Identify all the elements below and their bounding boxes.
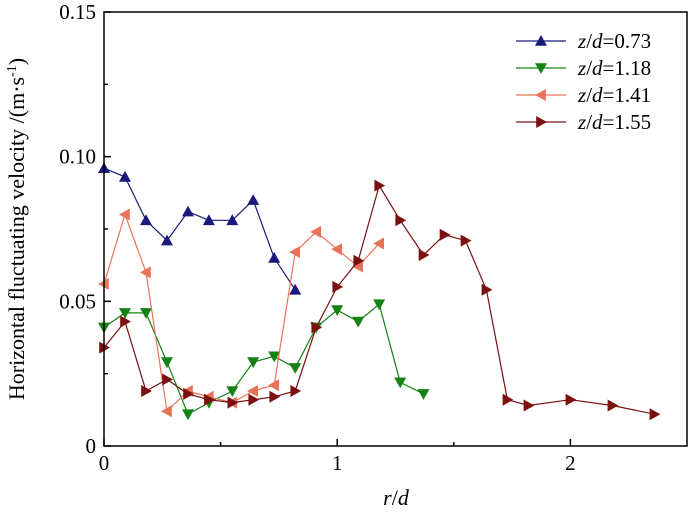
data-point (331, 243, 342, 256)
data-point (502, 393, 514, 406)
data-point (394, 377, 407, 389)
legend-item: z/d=0.73 (516, 29, 651, 53)
legend-label: z/d=1.18 (577, 56, 651, 80)
data-point (248, 393, 260, 406)
data-point (395, 214, 407, 227)
legend-marker (535, 35, 547, 46)
data-point (183, 387, 194, 400)
data-point (119, 208, 130, 221)
legend-marker (536, 116, 547, 128)
series-2 (98, 299, 430, 421)
data-point (268, 351, 281, 363)
data-point (247, 357, 260, 369)
data-point (161, 357, 173, 369)
legend-item: z/d=1.41 (516, 83, 651, 107)
y-tick-label: 0.05 (59, 289, 96, 313)
data-point (226, 386, 239, 397)
data-point (373, 237, 384, 250)
data-point (161, 405, 172, 418)
series-line (103, 212, 380, 413)
data-point (607, 399, 619, 412)
data-point (268, 379, 279, 392)
legend-label: z/d=1.55 (577, 110, 651, 134)
data-point (227, 396, 239, 409)
legend-label: z/d=0.73 (577, 29, 651, 53)
y-tick-label: 0.15 (59, 0, 96, 24)
series-layer (98, 162, 661, 421)
data-point (331, 305, 344, 316)
x-tick-label: 1 (332, 451, 343, 475)
y-axis-title: Horizontal fluctuating velocity /(m·s-1) (4, 58, 29, 400)
data-point (311, 321, 323, 334)
data-point (290, 385, 302, 397)
data-point (374, 179, 386, 192)
x-axis-title: r/d (383, 485, 410, 510)
data-point (373, 299, 386, 311)
data-point (418, 249, 430, 261)
data-point (204, 393, 215, 406)
legend-label: z/d=1.41 (577, 83, 651, 107)
data-point (140, 308, 152, 319)
data-point (289, 283, 302, 295)
x-tick-label: 0 (99, 451, 110, 475)
data-point (119, 170, 131, 182)
data-point (565, 393, 577, 406)
data-point (417, 389, 430, 400)
series-line (103, 303, 424, 416)
data-point (310, 225, 321, 238)
series-1 (98, 162, 302, 295)
y-tick-label: 0.10 (59, 145, 96, 169)
data-point (161, 234, 173, 246)
series-3 (98, 208, 384, 418)
series-line (103, 167, 296, 291)
data-point (162, 373, 173, 386)
legend-item: z/d=1.18 (516, 56, 651, 80)
legend-marker (535, 89, 546, 101)
data-point (332, 280, 344, 293)
data-point (353, 254, 365, 267)
data-point (481, 283, 493, 296)
data-point (182, 205, 194, 217)
data-point (140, 214, 152, 226)
data-point (247, 385, 258, 397)
legend-marker (535, 63, 547, 74)
data-point (226, 214, 239, 226)
data-point (352, 260, 363, 273)
data-point (352, 316, 365, 328)
data-point (268, 251, 281, 263)
data-point (182, 409, 194, 421)
data-point (247, 194, 260, 205)
data-point (140, 266, 151, 279)
data-point (439, 228, 451, 241)
data-point (523, 399, 535, 412)
y-tick-label: 0 (86, 434, 97, 458)
x-tick-label: 2 (565, 451, 576, 475)
data-point (289, 246, 300, 259)
data-point (202, 214, 215, 226)
data-point (460, 234, 472, 247)
data-point (269, 390, 281, 403)
legend-item: z/d=1.55 (516, 110, 651, 134)
data-point (120, 315, 131, 328)
ticks-layer: 0 1 2 0 0.05 0.10 0.15 (59, 0, 575, 475)
data-point (289, 363, 302, 374)
data-point (119, 308, 131, 319)
data-point (649, 408, 661, 421)
legend: z/d=0.73 z/d=1.18 z/d=1.41 z/d=1.55 (516, 29, 651, 134)
data-point (141, 385, 152, 397)
series-4 (99, 179, 661, 421)
